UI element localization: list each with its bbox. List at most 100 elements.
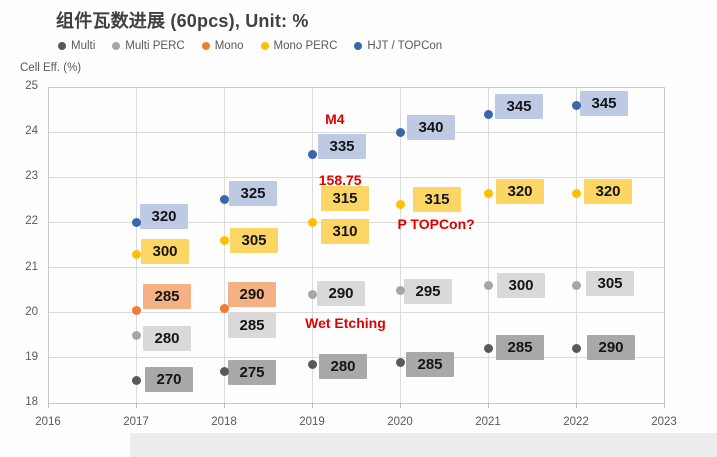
data-point-label: 310 (321, 218, 369, 244)
data-point-dot (307, 360, 317, 370)
data-point-label: 285 (228, 312, 276, 338)
h-gridline (48, 267, 664, 269)
v-gridline (575, 87, 577, 403)
x-axis-tick (664, 403, 665, 408)
data-point-label: 315 (413, 186, 461, 212)
y-axis-title: Cell Eff. (%) (20, 62, 82, 74)
y-tick-label: 22 (25, 215, 38, 228)
data-point-dot (219, 195, 229, 205)
data-point-label: 280 (319, 354, 367, 380)
data-point-dot (307, 217, 317, 227)
legend-item-hjt-topcon: HJT / TOPCon (354, 40, 442, 52)
data-point-label: 345 (580, 90, 628, 116)
data-point-label: 345 (495, 93, 543, 119)
x-axis-tick (488, 403, 489, 408)
bottom-shadow-strip (130, 433, 717, 457)
data-point-label: 320 (584, 178, 632, 204)
annotation-text: 158.75 (318, 172, 362, 189)
legend-dot-icon (201, 42, 210, 50)
data-point-dot (131, 330, 141, 340)
data-point-label: 270 (145, 366, 193, 392)
legend-dot-icon (354, 42, 363, 50)
data-point-dot (307, 150, 317, 160)
annotation-text: M4 (325, 110, 345, 127)
h-gridline (48, 176, 664, 178)
data-point-dot (131, 249, 141, 259)
data-point-label: 320 (140, 203, 188, 229)
data-point-dot (483, 109, 493, 119)
plot-border (48, 87, 665, 404)
annotation-text: P TOPCon? (397, 215, 475, 232)
x-tick-label: 2018 (211, 416, 237, 428)
x-tick-label: 2019 (299, 416, 325, 428)
data-point-dot (395, 199, 405, 209)
x-axis-tick (312, 403, 313, 408)
v-gridline (311, 87, 313, 403)
x-tick-label: 2021 (475, 416, 501, 428)
data-point-dot (395, 127, 405, 137)
data-point-dot (131, 217, 141, 227)
v-gridline (135, 87, 137, 403)
legend-label: Mono PERC (273, 40, 338, 52)
y-tick-label: 23 (25, 170, 38, 183)
y-tick-label: 21 (25, 260, 38, 273)
data-point-dot (395, 357, 405, 367)
x-tick-label: 2016 (35, 416, 61, 428)
legend-dot-icon (112, 42, 121, 50)
v-gridline (399, 87, 401, 403)
data-point-label: 305 (230, 227, 278, 253)
h-gridline (48, 131, 664, 133)
x-axis-tick (400, 403, 401, 408)
data-point-label: 275 (228, 359, 276, 385)
data-point-dot (571, 281, 581, 291)
x-tick-label: 2017 (123, 416, 149, 428)
legend-label: Multi (71, 40, 96, 52)
data-point-label: 295 (404, 278, 452, 304)
x-tick-label: 2023 (651, 416, 677, 428)
data-point-label: 305 (586, 271, 634, 297)
data-point-dot (571, 100, 581, 110)
legend-label: HJT / TOPCon (367, 40, 443, 52)
data-point-dot (483, 188, 493, 198)
legend-item-multi-perc: Multi PERC (112, 40, 185, 52)
chart-title: 组件瓦数进展 (60pcs), Unit: % (56, 11, 309, 31)
y-tick-label: 20 (25, 305, 38, 318)
y-tick-label: 18 (25, 396, 38, 408)
data-point-label: 280 (143, 325, 191, 351)
x-axis-tick (224, 403, 225, 408)
data-point-label: 290 (228, 281, 276, 307)
data-point-dot (219, 303, 229, 313)
data-point-label: 285 (496, 335, 544, 361)
y-tick-label: 25 (25, 80, 38, 92)
legend-dot-icon (260, 42, 269, 50)
data-point-label: 320 (496, 178, 544, 204)
data-point-dot (131, 305, 141, 315)
chart-legend: Multi Multi PERC Mono Mono PERC HJT / TOPCon (58, 40, 442, 52)
x-axis-tick (48, 403, 49, 408)
legend-label: Mono (214, 40, 244, 52)
data-point-label: 340 (407, 114, 455, 140)
data-point-dot (395, 285, 405, 295)
data-point-label: 300 (141, 238, 189, 264)
y-tick-label: 19 (25, 350, 38, 363)
legend-item-mono-perc: Mono PERC (260, 40, 338, 52)
data-point-dot (571, 188, 581, 198)
x-axis-tick (136, 403, 137, 408)
data-point-dot (219, 366, 229, 376)
h-gridline (48, 312, 664, 314)
data-point-label: 290 (587, 335, 635, 361)
data-point-label: 325 (229, 181, 277, 207)
x-tick-label: 2020 (387, 416, 413, 428)
data-point-dot (131, 375, 141, 385)
legend-item-mono: Mono (201, 40, 244, 52)
legend-label: Multi PERC (125, 40, 185, 52)
v-gridline (223, 87, 225, 403)
data-point-label: 300 (497, 273, 545, 299)
legend-dot-icon (58, 42, 66, 50)
x-axis-tick (576, 403, 577, 408)
data-point-label: 315 (321, 185, 369, 211)
annotation-text: Wet Etching (305, 314, 386, 331)
data-point-dot (571, 344, 581, 354)
legend-item-multi: Multi (58, 40, 95, 52)
